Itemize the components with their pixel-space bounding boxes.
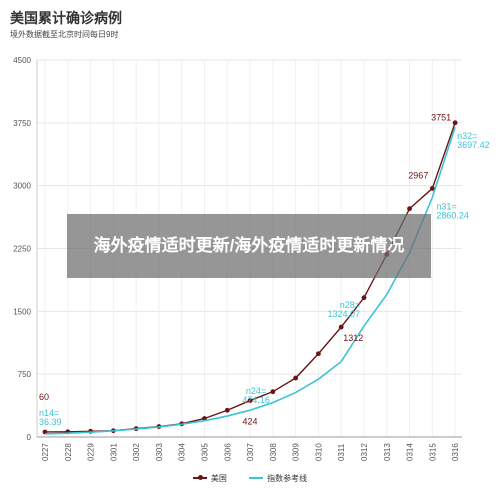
x-tick-label: 0304 [178,443,187,461]
x-tick-label: 0315 [428,443,437,461]
x-tick-label: 0314 [406,443,415,461]
data-label: 60 [39,392,49,402]
y-tick-label: 2250 [13,245,31,254]
chart-subtitle: 境外数据截至北京时间每日9时 [10,30,119,39]
x-tick-label: 0302 [132,443,141,461]
data-point-us [316,351,321,357]
y-tick-label: 4500 [13,56,31,65]
x-tick-label: 0301 [109,443,118,461]
data-label: 474.16 [242,395,270,405]
x-tick-label: 0311 [337,443,346,461]
data-label: 1324.07 [327,309,360,319]
legend-label-us: 美国 [210,473,227,483]
data-label: 36.39 [39,417,62,427]
data-point-us [407,206,412,212]
data-point-us [293,375,299,381]
legend-item-ref: 指数参考线 [249,473,307,484]
data-label: 2967 [408,170,428,180]
y-tick-label: 750 [18,370,32,379]
data-point-us [429,186,435,191]
data-label: n31= [436,201,456,211]
x-tick-label: 0309 [292,443,301,461]
legend-item-us: 美国 [192,473,227,484]
data-label: n28= [340,300,360,310]
chart-title: 美国累计确诊病例 [10,10,122,26]
x-tick-label: 0305 [200,443,209,461]
data-label: 2860.24 [436,210,469,220]
data-label: n32= [457,131,477,141]
data-label: 3751 [431,113,451,123]
data-label: n24= [246,386,266,396]
x-tick-label: 0312 [360,443,369,461]
data-label: 1312 [343,333,363,343]
y-tick-label: 3000 [13,182,31,191]
data-point-us [338,324,344,330]
legend-swatch-us [192,475,207,480]
x-tick-label: 0303 [155,443,164,461]
x-tick-label: 0316 [451,443,460,461]
x-tick-label: 0307 [246,443,255,461]
legend-swatch-ref [249,477,264,479]
x-tick-label: 0228 [64,443,73,461]
x-tick-label: 0308 [269,443,278,461]
x-tick-label: 0227 [41,443,50,461]
data-point-us [361,295,367,301]
x-tick-label: 0313 [383,443,392,461]
headline-overlay: 海外疫情适时更新/海外疫情适时更新情况 [67,214,431,278]
data-label: n14= [39,408,59,418]
y-tick-label: 0 [27,433,32,442]
data-label: 424 [243,417,258,427]
y-tick-label: 3750 [13,119,31,128]
series-line-reference [44,126,456,435]
data-label: 3697.42 [457,140,490,150]
x-tick-label: 0229 [87,443,96,461]
data-point-us [224,407,230,413]
data-point-us [452,120,458,126]
data-point-us [247,398,253,403]
data-point-us [270,389,276,395]
x-tick-label: 0310 [314,443,323,461]
legend-label-ref: 指数参考线 [267,473,308,483]
legend: 美国 指数参考线 [0,472,500,484]
x-tick-label: 0306 [223,443,232,461]
y-tick-label: 1500 [13,307,31,316]
